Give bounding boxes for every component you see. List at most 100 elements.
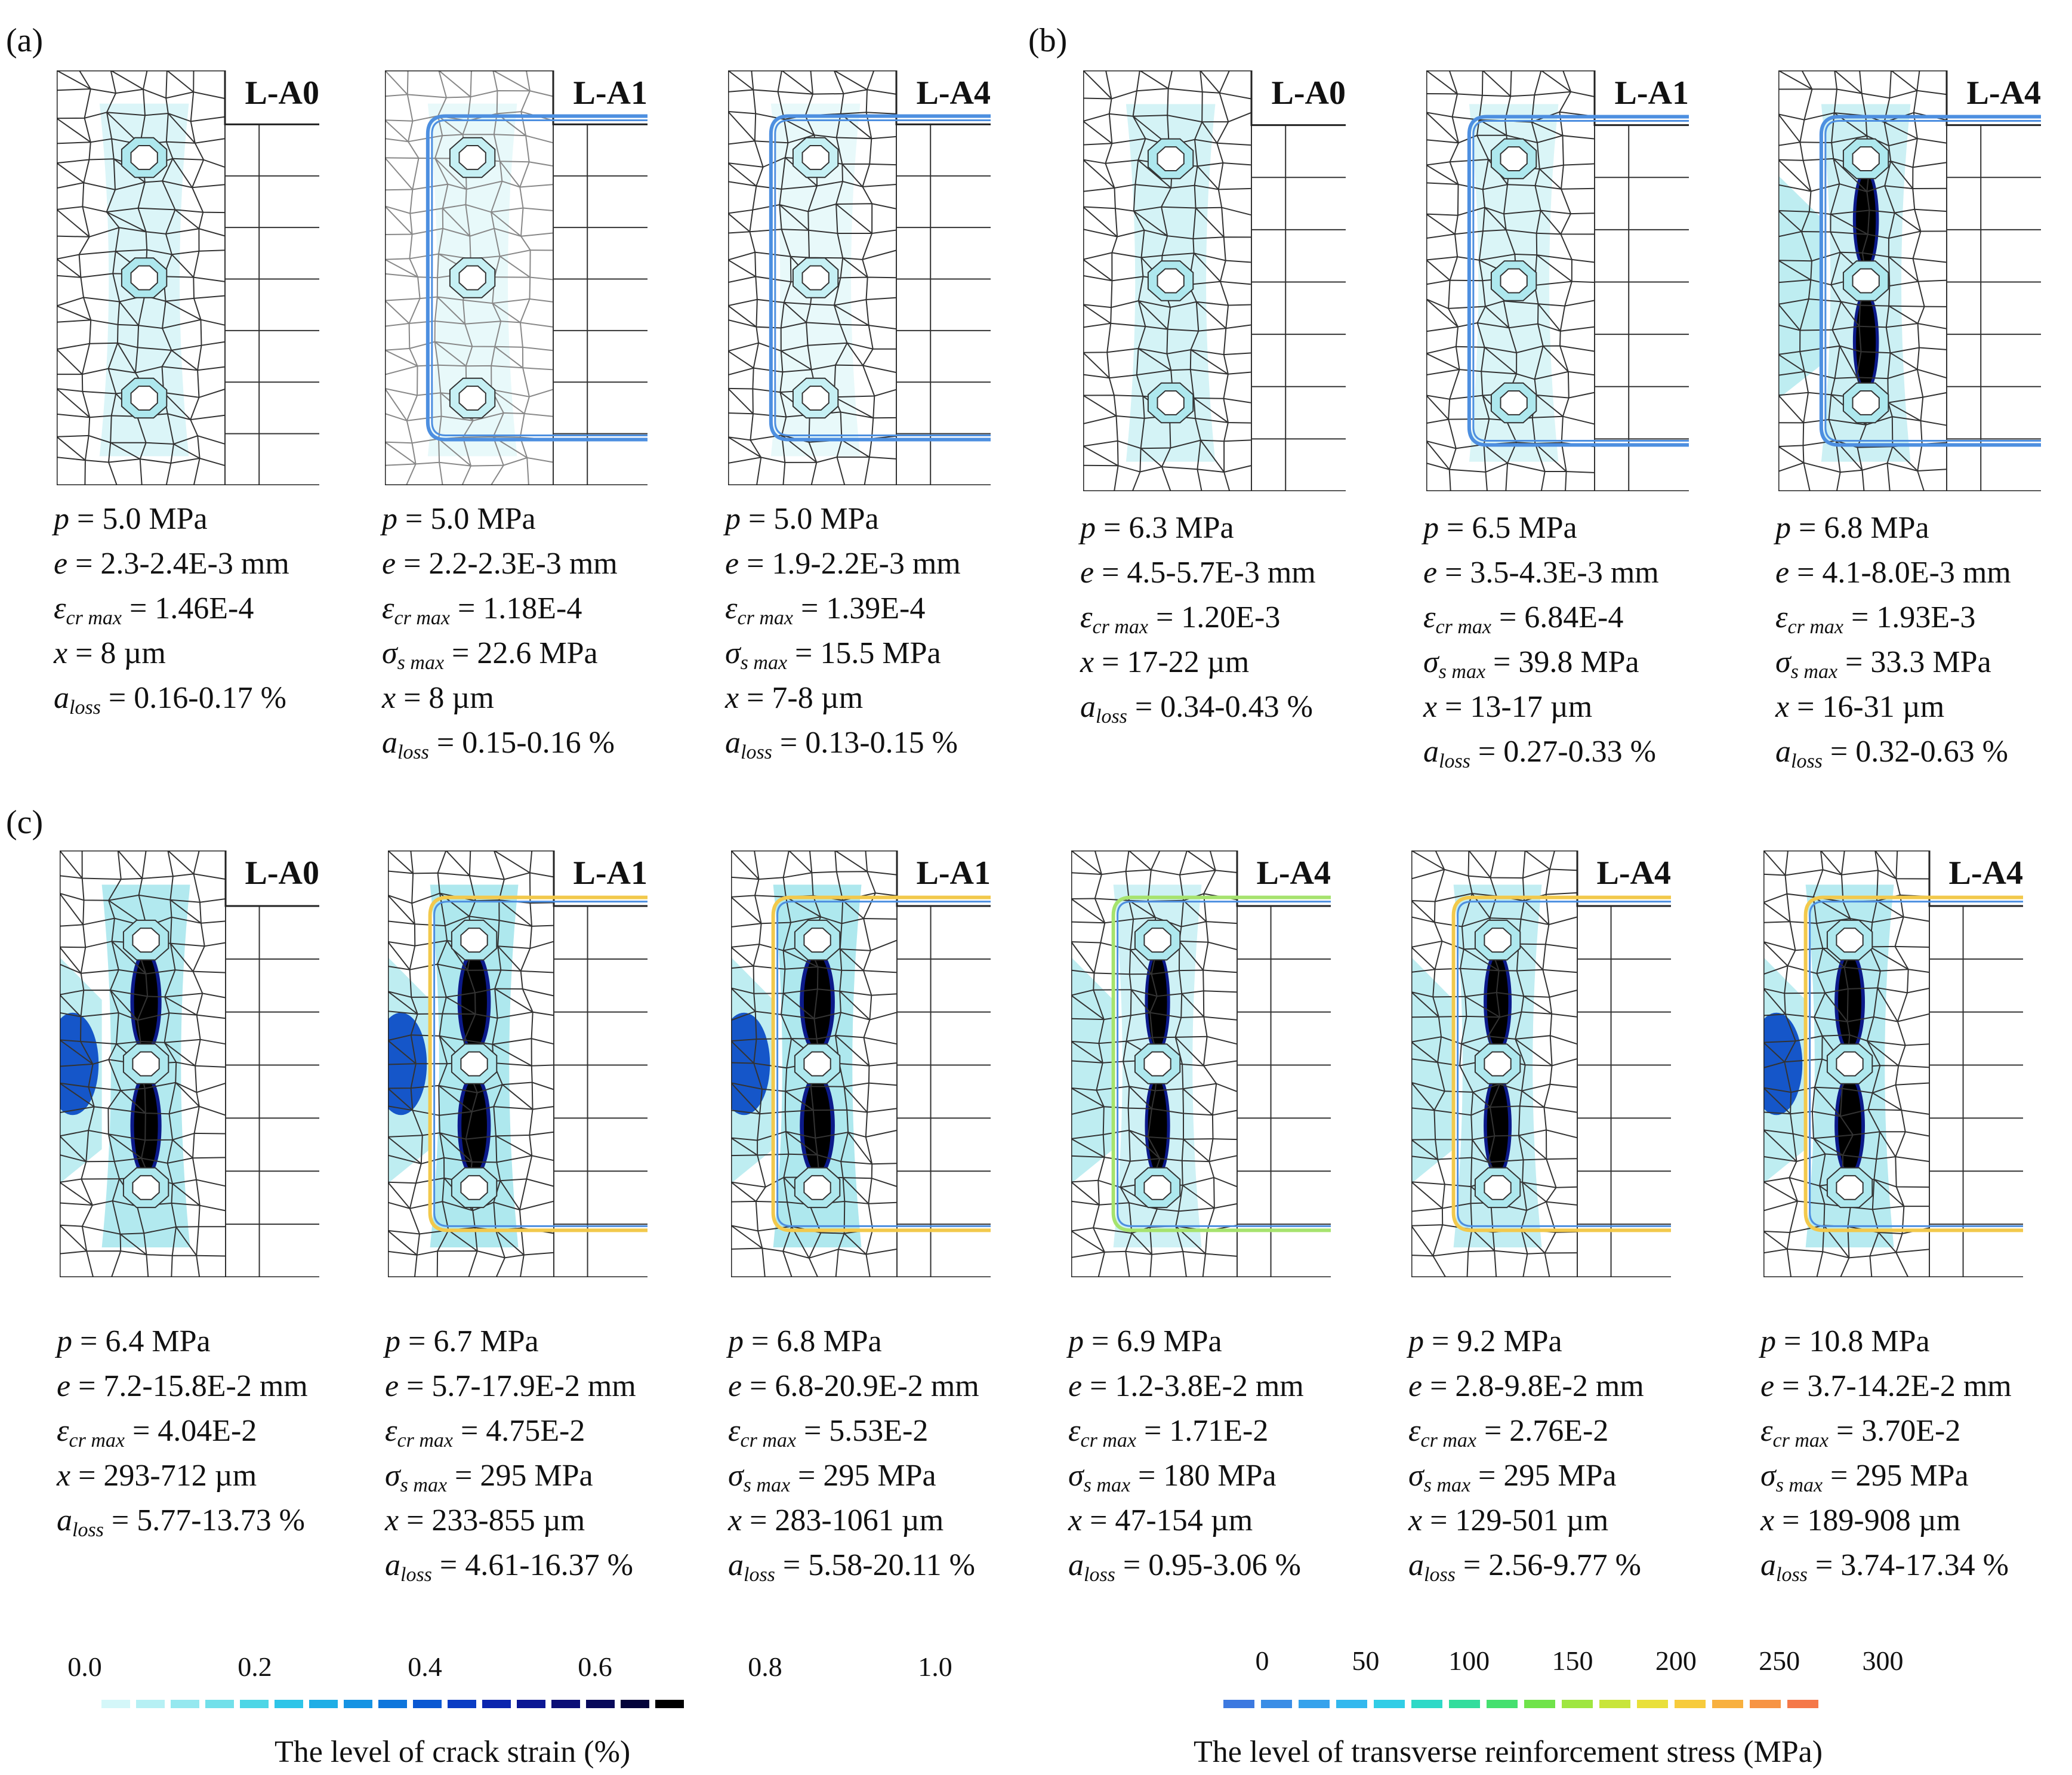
bolt-hole-1 [803, 927, 831, 953]
panel-title: L-A0 [1271, 75, 1346, 112]
stat-a: aloss = 5.58-20.11 % [728, 1548, 975, 1586]
bolt-hole-2 [132, 1051, 160, 1077]
stat-e: e = 4.5-5.7E-3 mm [1080, 556, 1316, 590]
steel-grid [553, 124, 648, 485]
stat-sig: σs max = 33.3 MPa [1775, 645, 1991, 683]
stat-x: x = 16-31 µm [1775, 690, 1945, 724]
bolt-hole-2 [1143, 1051, 1171, 1077]
stat-a: aloss = 0.15-0.16 % [382, 726, 615, 763]
colorbar-segment [1336, 1700, 1367, 1708]
bolt-hole-2 [1500, 268, 1528, 294]
bolt-hole-3 [1852, 390, 1880, 415]
colorbar-segment [517, 1700, 545, 1708]
panel-stats: p = 9.2 MPa e = 2.8-9.8E-2 mm εcr max = 2.… [1408, 1319, 1644, 1588]
panel-title: L-A4 [916, 75, 991, 112]
colorbar-segment [1637, 1700, 1668, 1708]
transverse-reinforcement-bar [1111, 895, 1331, 1232]
transverse-reinforcement-bar [428, 895, 648, 1232]
stat-e: e = 2.2-2.3E-3 mm [382, 547, 618, 581]
stat-eps: εcr max = 4.04E-2 [57, 1414, 257, 1452]
stat-sig: σs max = 39.8 MPa [1423, 645, 1639, 683]
colorbar-segment [1449, 1700, 1480, 1708]
stat-sig: σs max = 180 MPa [1068, 1459, 1276, 1496]
mesh-lines [1778, 70, 1947, 491]
panel-stats: p = 6.4 MPa e = 7.2-15.8E-2 mm εcr max = 4… [57, 1319, 308, 1543]
stat-x: x = 47-154 µm [1068, 1503, 1253, 1537]
panel-title: L-A1 [1614, 75, 1689, 112]
reinforcement-bar-outline [776, 901, 991, 1227]
panel-stats: p = 6.5 MPa e = 3.5-4.3E-3 mm εcr max = 6.… [1423, 506, 1659, 774]
legend-tick: 0.4 [408, 1651, 442, 1682]
stat-a: aloss = 0.16-0.17 % [54, 681, 286, 719]
stat-eps: εcr max = 1.93E-3 [1775, 600, 1976, 638]
stat-p: p = 6.4 MPa [57, 1324, 211, 1358]
bolt-hole-1 [458, 145, 486, 170]
colorbar-segment [1599, 1700, 1630, 1708]
stat-e: e = 1.2-3.8E-2 mm [1068, 1369, 1304, 1403]
bolt-hole-3 [803, 1175, 831, 1200]
crack-strain-legend: 0.0 0.2 0.4 0.6 0.8 1.0 The level of crack st… [60, 1653, 991, 1773]
mesh-diagram [1763, 850, 2023, 1277]
crack-core-2 [1838, 1078, 1862, 1173]
stat-p: p = 5.0 MPa [382, 502, 536, 536]
stat-e: e = 3.5-4.3E-3 mm [1423, 556, 1659, 590]
crack-strain-side-fill [1778, 175, 1821, 399]
bolt-hole-1 [1484, 927, 1512, 953]
stat-x: x = 283-1061 µm [728, 1503, 944, 1537]
panel-title: L-A4 [1948, 855, 2023, 892]
panel-frame [1763, 850, 2023, 1277]
stat-eps: εcr max = 1.39E-4 [725, 591, 926, 629]
steel-grid [1237, 905, 1331, 1277]
stat-sig: σs max = 22.6 MPa [382, 636, 598, 674]
mesh-panel-a-3: L-A4 [728, 70, 991, 485]
stat-sig: σs max = 15.5 MPa [725, 636, 941, 674]
mesh-panel-c-3: L-A1 [731, 850, 991, 1277]
bolt-hole-2 [460, 1051, 488, 1077]
panel-frame [1071, 850, 1331, 1277]
panel-stats: p = 5.0 MPa e = 1.9-2.2E-3 mm εcr max = 1.… [725, 497, 961, 765]
stat-sig: σs max = 295 MPa [728, 1459, 936, 1496]
panel-title: L-A4 [1596, 855, 1671, 892]
stat-p: p = 6.8 MPa [728, 1324, 882, 1358]
mesh-diagram [1778, 70, 2041, 491]
mesh-lines [1426, 70, 1595, 491]
bolt-hole-1 [132, 927, 160, 953]
steel-grid [896, 905, 991, 1277]
legend-tick: 0.8 [748, 1651, 782, 1682]
panel-title: L-A4 [1256, 855, 1331, 892]
stat-e: e = 2.8-9.8E-2 mm [1408, 1369, 1644, 1403]
panel-stats: p = 5.0 MPa e = 2.2-2.3E-3 mm εcr max = 1.… [382, 497, 618, 765]
transverse-reinforcement-bar [1467, 115, 1689, 447]
stat-sig: σs max = 295 MPa [1408, 1459, 1617, 1496]
mesh-diagram [57, 70, 319, 485]
transverse-reinforcement-bar [771, 895, 991, 1232]
colorbar-segment [1787, 1700, 1818, 1708]
colorbar-segment [1487, 1700, 1518, 1708]
panel-title: L-A1 [573, 75, 648, 112]
mesh-panel-c-5: L-A4 [1411, 850, 1671, 1277]
bolt-hole-2 [1852, 268, 1880, 294]
legend-tick: 0 [1255, 1645, 1269, 1676]
reinforcement-bar-outline [1809, 901, 2023, 1227]
mesh-diagram [1071, 850, 1331, 1277]
stat-e: e = 5.7-17.9E-2 mm [385, 1369, 636, 1403]
colorbar-segment [482, 1700, 511, 1708]
colorbar-segment [1261, 1700, 1292, 1708]
crack-core-2 [134, 1078, 158, 1173]
crack-core-2 [461, 1078, 487, 1173]
mesh-panel-a-2: L-A1 [385, 70, 648, 485]
stat-eps: εcr max = 6.84E-4 [1423, 600, 1624, 638]
stat-eps: εcr max = 1.18E-4 [382, 591, 582, 629]
colorbar-segment [1374, 1700, 1405, 1708]
panel-frame [60, 850, 319, 1277]
panel-frame [1426, 70, 1689, 491]
colorbar-segment [413, 1700, 442, 1708]
stat-sig: σs max = 295 MPa [1760, 1459, 1969, 1496]
panel-frame [1083, 70, 1346, 491]
stress-caption: The level of transverse reinforcement st… [1194, 1735, 1823, 1769]
colorbar-segment [205, 1700, 234, 1708]
stat-eps: εcr max = 1.46E-4 [54, 591, 254, 629]
steel-grid [1577, 905, 1671, 1277]
panel-frame [57, 70, 319, 485]
steel-grid [1946, 125, 2041, 491]
